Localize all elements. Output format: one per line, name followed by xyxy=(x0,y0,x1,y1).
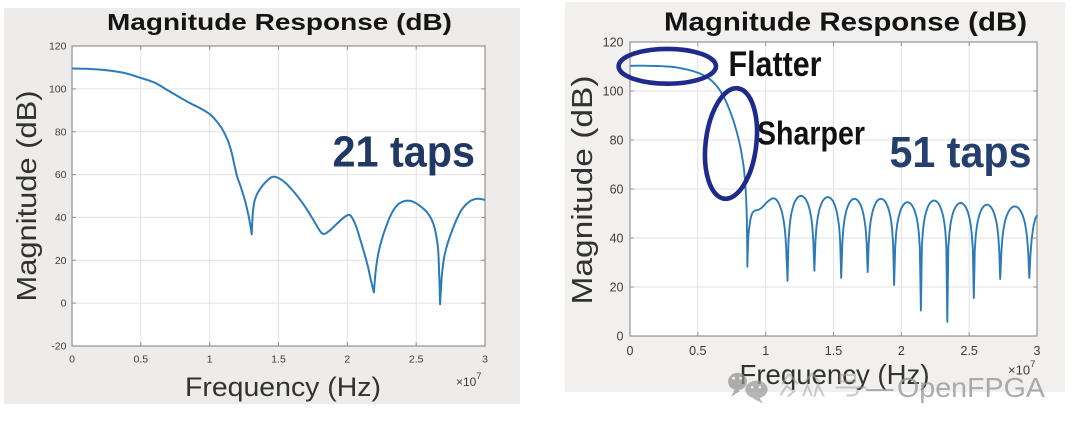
svg-text:×107: ×107 xyxy=(456,371,481,389)
svg-text:3: 3 xyxy=(482,354,488,366)
svg-text:20: 20 xyxy=(610,280,624,294)
svg-text:2.5: 2.5 xyxy=(961,344,978,358)
svg-text:OpenFPGA: OpenFPGA xyxy=(897,372,1046,403)
svg-text:Magnitude Response (dB): Magnitude Response (dB) xyxy=(664,7,1027,37)
svg-text:2.5: 2.5 xyxy=(409,354,424,366)
svg-text:1: 1 xyxy=(762,344,769,358)
svg-text:120: 120 xyxy=(603,35,624,49)
svg-text:40: 40 xyxy=(55,212,67,224)
svg-text:0: 0 xyxy=(61,298,67,310)
svg-text:1.5: 1.5 xyxy=(271,354,286,366)
svg-text:0: 0 xyxy=(617,329,624,343)
svg-text:1.5: 1.5 xyxy=(825,344,842,358)
svg-text:Frequency (Hz): Frequency (Hz) xyxy=(185,372,381,402)
svg-text:Magnitude Response (dB): Magnitude Response (dB) xyxy=(107,9,452,35)
svg-text:60: 60 xyxy=(55,169,67,181)
svg-text:80: 80 xyxy=(55,126,67,138)
svg-text:40: 40 xyxy=(610,231,624,245)
svg-text:0: 0 xyxy=(69,354,75,366)
svg-text:3: 3 xyxy=(1034,344,1041,358)
svg-text:21 taps: 21 taps xyxy=(333,129,476,177)
svg-text:1: 1 xyxy=(207,354,213,366)
svg-text:×107: ×107 xyxy=(1008,359,1035,378)
svg-text:0.5: 0.5 xyxy=(133,354,148,366)
svg-text:—: — xyxy=(866,372,894,403)
svg-text:Sharper: Sharper xyxy=(757,115,865,152)
svg-text:100: 100 xyxy=(49,84,67,96)
svg-text:Flatter: Flatter xyxy=(729,45,822,84)
svg-text:2: 2 xyxy=(898,344,905,358)
svg-text:100: 100 xyxy=(603,84,624,98)
svg-text:0.5: 0.5 xyxy=(689,344,706,358)
svg-text:2: 2 xyxy=(344,354,350,366)
svg-text:60: 60 xyxy=(610,182,624,196)
svg-text:Magnitude (dB): Magnitude (dB) xyxy=(567,76,599,305)
svg-text:Frequency (Hz): Frequency (Hz) xyxy=(740,359,930,390)
svg-text:0: 0 xyxy=(627,344,634,358)
svg-text:20: 20 xyxy=(55,255,67,267)
svg-text:Magnitude (dB): Magnitude (dB) xyxy=(11,91,42,302)
svg-text:80: 80 xyxy=(610,133,624,147)
svg-text:51 taps: 51 taps xyxy=(890,129,1032,177)
svg-text:120: 120 xyxy=(49,41,67,53)
svg-text:-20: -20 xyxy=(51,341,66,353)
